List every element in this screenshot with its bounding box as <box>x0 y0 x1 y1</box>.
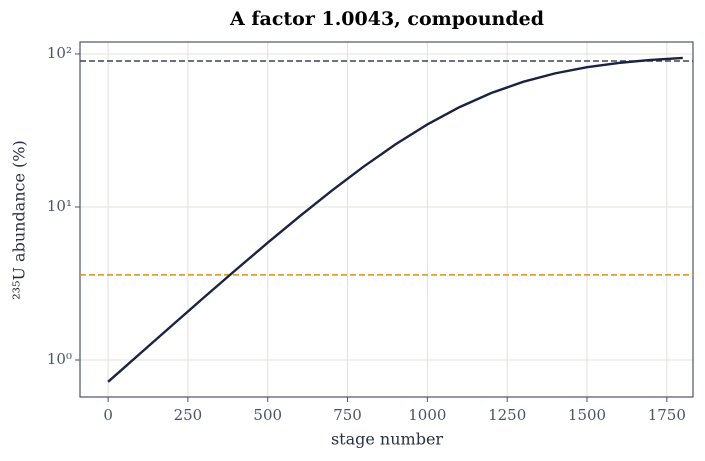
x-tick-label: 500 <box>253 406 282 424</box>
y-tick-label: 10⁰ <box>47 350 72 368</box>
chart-title: A factor 1.0043, compounded <box>229 8 544 30</box>
y-tick-label: 10¹ <box>47 197 72 215</box>
y-axis-label: ²³⁵U abundance (%) <box>10 140 29 300</box>
x-tick-label: 1250 <box>488 406 526 424</box>
x-tick-label: 750 <box>333 406 362 424</box>
x-axis-label: stage number <box>331 430 443 449</box>
data-line <box>107 56 683 383</box>
plot-frame <box>79 41 694 398</box>
x-tick-label: 0 <box>103 406 113 424</box>
y-tick-label: 10² <box>47 44 72 62</box>
x-tick-label: 1500 <box>568 406 606 424</box>
x-tick-label: 1000 <box>408 406 446 424</box>
x-tick-label: 250 <box>174 406 203 424</box>
x-tick-label: 1750 <box>648 406 686 424</box>
